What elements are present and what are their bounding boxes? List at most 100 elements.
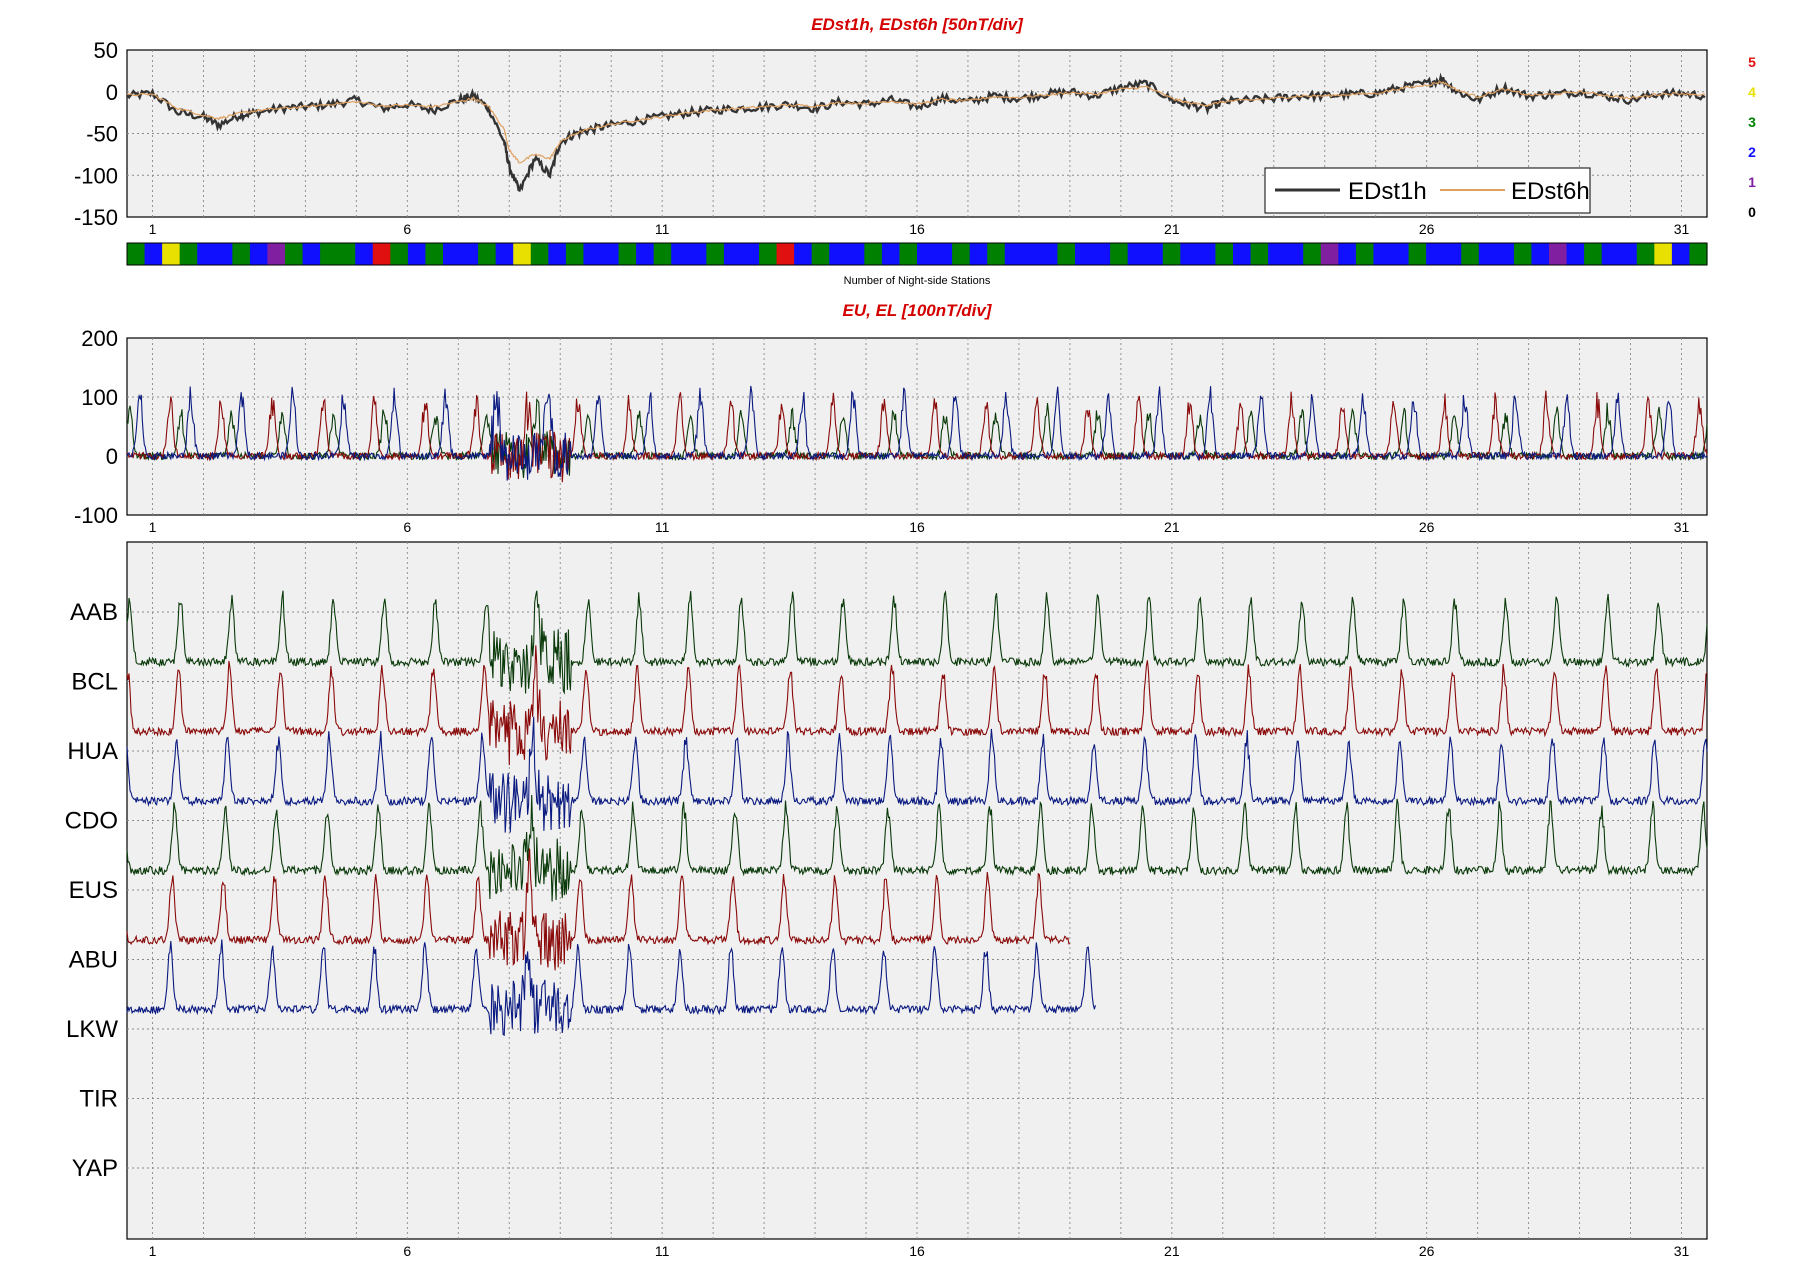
station-series-aab: [126, 590, 1708, 695]
station-label-eus: EUS: [69, 877, 118, 904]
colorbar-cell: [934, 243, 953, 265]
series-edst6h: [126, 80, 1705, 164]
stations-plot-area: [126, 541, 1708, 1240]
x-tick-label: 26: [1419, 519, 1435, 535]
colorbar-cell: [846, 243, 865, 265]
colorbar-cell: [1180, 243, 1199, 265]
colorbar-cell: [671, 243, 690, 265]
colorbar-cell: [390, 243, 409, 265]
colorbar-cell: [179, 243, 198, 265]
colorbar-cell: [899, 243, 918, 265]
colorbar-cell: [759, 243, 778, 265]
colorbar-cell: [1531, 243, 1550, 265]
colorbar-cell: [1408, 243, 1427, 265]
colorbar-cell: [1250, 243, 1269, 265]
colorbar-cell: [653, 243, 672, 265]
y-tick-label: 200: [81, 326, 118, 351]
colorbar-cell: [583, 243, 602, 265]
station-label-cdo: CDO: [65, 808, 118, 835]
x-tick-label: 6: [403, 221, 411, 237]
station-count-legend: 5 4 3 2 1 0: [1748, 54, 1756, 220]
colorbar-cell: [688, 243, 707, 265]
eu-x-axis: 1 6 11 16 21 26 31: [149, 519, 1690, 535]
colorbar-cell: [127, 243, 146, 265]
colorbar-cell: [232, 243, 251, 265]
colorbar-cell: [548, 243, 567, 265]
colorbar-cell: [1601, 243, 1620, 265]
y-tick-label: -150: [74, 205, 118, 230]
count-legend-2: 2: [1748, 144, 1756, 160]
station-label-tir: TIR: [79, 1086, 118, 1113]
colorbar-cell: [811, 243, 830, 265]
colorbar-cell: [162, 243, 181, 265]
colorbar-cell: [1461, 243, 1480, 265]
colorbar-cell: [1022, 243, 1041, 265]
count-legend-5: 5: [1748, 54, 1756, 70]
colorbar-cell: [952, 243, 971, 265]
colorbar-cell: [987, 243, 1006, 265]
colorbar-cell: [1303, 243, 1322, 265]
colorbar-cell: [794, 243, 813, 265]
colorbar-cell: [723, 243, 743, 265]
colorbar-cell: [249, 243, 269, 265]
colorbar-cell: [1004, 243, 1023, 265]
colorbar-cell: [320, 243, 339, 265]
eu-series: [126, 385, 1708, 483]
colorbar-cell: [337, 243, 356, 265]
colorbar-cell: [478, 243, 497, 265]
colorbar-cell: [829, 243, 848, 265]
colorbar-cell: [1162, 243, 1181, 265]
x-tick-label: 21: [1164, 519, 1180, 535]
x-tick-label: 6: [403, 1243, 411, 1259]
colorbar-cell: [267, 243, 286, 265]
stations-grid: [127, 542, 1707, 1239]
y-tick-label: -100: [74, 163, 118, 188]
x-tick-label: 31: [1674, 221, 1690, 237]
colorbar-cell: [1391, 243, 1410, 265]
colorbar-cell: [460, 243, 479, 265]
colorbar-cell: [302, 243, 321, 265]
colorbar-cell: [1320, 243, 1339, 265]
eu-series-2: [126, 385, 1708, 481]
legend-edst6h-label: EDst6h: [1511, 178, 1590, 205]
station-label-bcl: BCL: [71, 669, 118, 696]
colorbar-cell: [144, 243, 163, 265]
x-tick-label: 11: [655, 221, 670, 237]
colorbar-cell: [1268, 243, 1287, 265]
night-side-stations-bar: [127, 243, 1708, 265]
station-series-eus: [126, 848, 1070, 971]
x-tick-label: 31: [1674, 519, 1690, 535]
colorbar-cell: [1092, 243, 1111, 265]
colorbar-cell: [636, 243, 655, 265]
colorbar-cell: [1584, 243, 1603, 265]
x-tick-label: 1: [149, 221, 157, 237]
colorbar-cell: [1636, 243, 1655, 265]
station-series: [126, 590, 1708, 1037]
y-tick-label: 0: [106, 444, 118, 469]
colorbar-cell: [864, 243, 883, 265]
y-tick-label: 50: [94, 38, 118, 63]
colorbar-cell: [407, 243, 427, 265]
eu-y-axis: 200 100 0 -100: [74, 326, 118, 528]
x-tick-label: 1: [149, 1243, 157, 1259]
x-tick-label: 21: [1164, 1243, 1180, 1259]
count-legend-3: 3: [1748, 114, 1756, 130]
colorbar-cell: [443, 243, 462, 265]
colorbar-cell: [1039, 243, 1059, 265]
colorbar-cell: [1689, 243, 1708, 265]
colorbar-cell: [1671, 243, 1691, 265]
colorbar-cell: [1619, 243, 1638, 265]
y-tick-label: 0: [106, 80, 118, 105]
count-legend-0: 0: [1748, 204, 1756, 220]
stations-x-axis: 1 6 11 16 21 26 31: [149, 1243, 1690, 1259]
eu-plot-area: [126, 337, 1708, 516]
station-labels: AAB BCL HUA CDO EUS ABU LKW TIR YAP: [65, 599, 119, 1182]
colorbar-cell: [513, 243, 532, 265]
station-series-abu: [126, 939, 1096, 1037]
x-tick-label: 11: [655, 1243, 670, 1259]
colorbar-cell: [1355, 243, 1375, 265]
colorbar-cell: [1426, 243, 1445, 265]
colorbar-cell: [601, 243, 620, 265]
y-tick-label: -100: [74, 503, 118, 528]
